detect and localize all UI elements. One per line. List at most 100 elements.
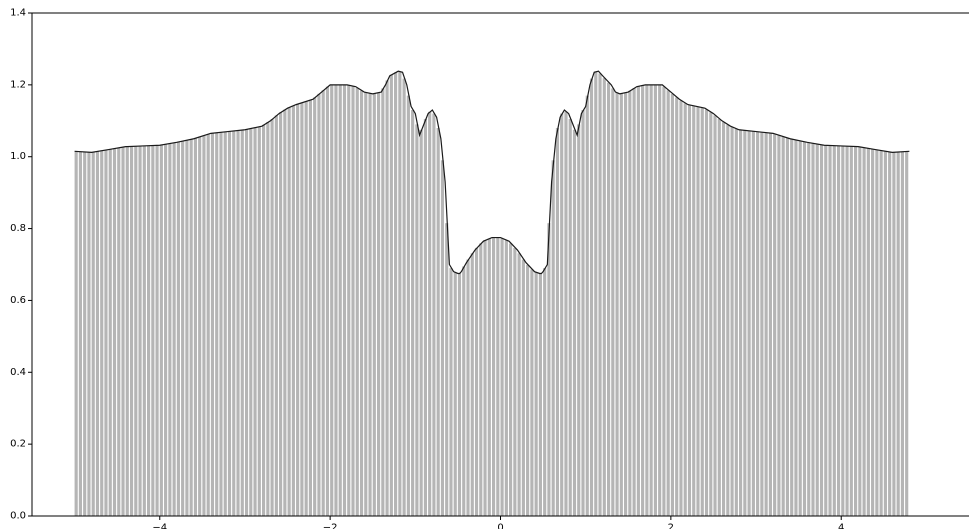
histogram-bar [866, 148, 870, 516]
histogram-bar [768, 133, 772, 516]
histogram-bar [193, 138, 198, 516]
histogram-bar [828, 145, 832, 517]
histogram-bar [504, 240, 508, 516]
histogram-bar [521, 259, 525, 516]
histogram-bar [274, 115, 278, 517]
histogram-bar [300, 102, 304, 516]
histogram-bar [662, 86, 666, 517]
histogram-bar [526, 264, 530, 516]
histogram-bars [74, 71, 909, 517]
histogram-bar [257, 126, 261, 517]
histogram-bar [594, 71, 598, 517]
histogram-bar [858, 147, 862, 516]
histogram-bar [304, 101, 308, 516]
histogram-bar [892, 152, 896, 516]
histogram-bar [83, 152, 87, 516]
histogram-bar [466, 259, 470, 516]
histogram-bar [125, 146, 129, 516]
histogram-bar [747, 130, 751, 516]
histogram-bar [483, 240, 487, 516]
histogram-bar [227, 131, 232, 516]
histogram-bar [871, 149, 875, 517]
histogram-bar [696, 106, 700, 517]
histogram-bar [598, 73, 602, 516]
histogram-bar [632, 88, 636, 516]
y-tick-label: 1.4 [10, 8, 26, 19]
histogram-bar [641, 85, 645, 516]
histogram-bar [372, 93, 376, 516]
histogram-bar [832, 145, 836, 517]
histogram-bar [879, 150, 883, 517]
histogram-bar [236, 130, 240, 516]
histogram-bar [606, 82, 611, 517]
histogram-bar [270, 118, 274, 517]
y-tick-label: 0.0 [10, 511, 26, 522]
histogram-bar [142, 145, 146, 516]
histogram-bar [176, 141, 180, 516]
histogram-bar [836, 145, 841, 516]
histogram-bar [781, 136, 785, 517]
histogram-bar [730, 127, 734, 516]
y-tick-label: 0.8 [10, 223, 26, 234]
histogram-bar [824, 145, 828, 516]
histogram-bar [155, 145, 159, 516]
histogram-bar [100, 150, 104, 517]
histogram-bar [287, 107, 291, 516]
histogram-bar [151, 145, 155, 517]
histogram-bar [602, 78, 606, 517]
histogram-bar [87, 152, 91, 516]
histogram-bar [308, 99, 312, 517]
histogram-bar [581, 110, 585, 516]
histogram-bar [202, 135, 206, 516]
histogram-bar [491, 237, 496, 517]
histogram-bar [423, 118, 427, 517]
histogram-bar [500, 238, 504, 516]
x-tick-label: −2 [323, 523, 338, 529]
histogram-bar [658, 84, 662, 517]
histogram-bar [457, 273, 462, 516]
histogram-bar [419, 129, 423, 516]
histogram-bar [619, 93, 623, 516]
histogram-bar [138, 146, 142, 516]
histogram-bar [819, 144, 824, 517]
histogram-bar [572, 129, 577, 516]
histogram-bar [628, 90, 632, 516]
histogram-bar [513, 247, 517, 516]
histogram-bar [266, 122, 270, 516]
histogram-bar [223, 131, 227, 517]
histogram-bar [798, 141, 802, 516]
histogram-bar [530, 269, 534, 516]
histogram-bar [883, 151, 887, 516]
histogram-bar [121, 147, 125, 516]
histogram-bar [210, 133, 215, 516]
histogram-bar [551, 160, 555, 516]
histogram-bar [74, 151, 78, 516]
y-ticks: 0.0 0.2 0.4 0.6 0.8 1.0 1.2 1.4 [10, 8, 32, 522]
histogram-bar [496, 237, 500, 517]
histogram-bar [760, 132, 764, 517]
histogram-bar [189, 139, 193, 516]
histogram-bar [709, 112, 713, 516]
histogram-bar [206, 134, 210, 516]
histogram-bar [215, 132, 219, 516]
histogram-bar [543, 268, 547, 516]
histogram-bar [675, 97, 679, 517]
histogram-bar [342, 84, 347, 517]
x-ticks: −4 −2 0 2 4 [152, 516, 844, 529]
histogram-bar [291, 105, 295, 517]
histogram-bar [751, 131, 755, 516]
histogram-bar [666, 90, 670, 516]
histogram-bar [440, 160, 445, 516]
histogram-bar [112, 148, 117, 516]
histogram-bar [849, 146, 853, 516]
histogram-bar [645, 84, 649, 517]
histogram-bar [538, 273, 542, 516]
histogram-bar [683, 103, 687, 517]
histogram-bar [568, 118, 572, 517]
histogram-bar [615, 92, 619, 516]
histogram-bar [679, 100, 683, 516]
histogram-bar [389, 74, 393, 517]
histogram-bar [585, 95, 589, 516]
histogram-bar [777, 135, 781, 516]
histogram-bar [773, 134, 777, 516]
